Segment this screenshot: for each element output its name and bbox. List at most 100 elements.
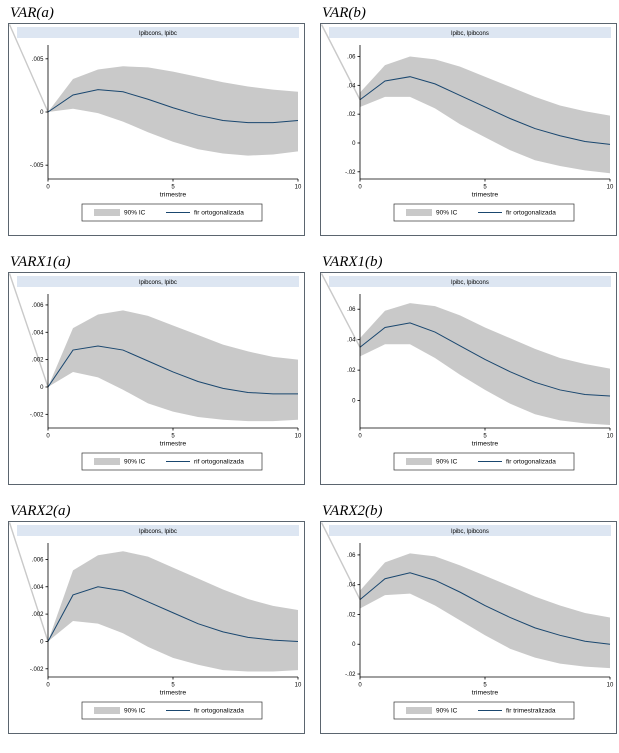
header-label: lpibc, lpibcons — [451, 31, 489, 37]
x-tick-label: 10 — [295, 434, 302, 440]
y-tick-label: .06 — [347, 307, 356, 313]
header-band — [17, 276, 299, 287]
irf-chart-varx2-b: lpibc, lpibcons.06.04.020-.020 5 10trimest… — [320, 521, 617, 734]
x-tick-label: 10 — [607, 185, 614, 191]
y-tick-label: .04 — [347, 338, 356, 344]
y-tick-label: .005 — [32, 57, 44, 63]
x-tick-label: 10 — [295, 185, 302, 191]
y-tick-label: .06 — [347, 55, 356, 61]
irf-line — [47, 586, 299, 642]
y-tick-label: .004 — [32, 585, 44, 591]
chart-panel-var-b: VAR(b) lpibc, lpibcons .06 .04 .02 0 -.02 0 5 10… — [320, 4, 617, 253]
chart-title: VAR(a) — [10, 5, 54, 21]
x-axis-title: trimestre — [160, 690, 187, 697]
x-tick-label: 5 — [483, 434, 487, 440]
legend-band-swatch — [94, 707, 120, 714]
x-axis-title: trimestre — [472, 690, 499, 697]
irf-chart-var-b: lpibc, lpibcons .06 .04 .02 0 -.02 0 5 10 trimest… — [320, 23, 617, 236]
chart-title: VARX1(a) — [10, 254, 71, 270]
legend-line-label: fir ortogonalizada — [194, 210, 244, 217]
y-tick-label: .02 — [347, 612, 356, 618]
chart-panel-var-a: VAR(a) lpibcons, lpibc .005 0 -.005 0 5 10 trim… — [8, 4, 305, 253]
header-label: lpibcons, lpibc — [139, 31, 177, 37]
x-tick-label: 10 — [607, 434, 614, 440]
y-tick-label: -.002 — [30, 667, 44, 673]
legend-band-swatch — [94, 458, 120, 465]
x-tick-label: 5 — [483, 683, 487, 689]
x-axis-title: trimestre — [472, 192, 499, 199]
y-tick-label: .004 — [32, 330, 44, 336]
x-tick-label: 10 — [607, 683, 614, 689]
chart-panel-varx1-a: VARX1(a) lpibcons, lpibc .006 .004 .002 0 -.0… — [8, 253, 305, 502]
confidence-band — [48, 66, 298, 156]
y-tick-label: 0 — [40, 639, 44, 645]
chart-title: VARX2(b) — [322, 503, 383, 519]
header-band — [17, 27, 299, 38]
chart-panel-varx1-b: VARX1(b) lpibc, lpibcons .06 .04 .02 0 0 5 10 tr… — [320, 253, 617, 502]
confidence-band — [360, 303, 610, 425]
legend-line-label: fir ortogonalizada — [506, 459, 556, 466]
artifact-line — [320, 24, 361, 101]
legend-line-label: rif ortogonalizada — [194, 459, 244, 466]
y-tick-label: -.02 — [345, 672, 356, 678]
y-tick-label: .02 — [347, 368, 356, 374]
x-tick-label: 0 — [46, 683, 50, 689]
irf-chart-var-a: lpibcons, lpibc .005 0 -.005 0 5 10 trimestre 90… — [8, 23, 305, 236]
y-tick-label: -.02 — [345, 170, 356, 176]
legend-line-label: fir trimestralizada — [506, 708, 556, 715]
x-tick-label: 0 — [358, 434, 362, 440]
x-axis-title: trimestre — [472, 441, 499, 448]
chart-panel-varx2-a: VARX2(a) lpibcons, lpibc .006 .004 .002 0 -.0… — [8, 502, 305, 751]
legend-band-label: 90% IC — [124, 459, 146, 466]
irf-line — [359, 322, 611, 397]
legend-band-label: 90% IC — [436, 708, 458, 715]
header-label: lpibcons, lpibc — [139, 280, 177, 286]
header-label: lpibc, lpibcons — [451, 529, 489, 535]
header-label: lpibc, lpibcons — [451, 280, 489, 286]
legend-line-label: fir ortogonalizada — [194, 708, 244, 715]
irf-chart-varx2-a: lpibcons, lpibc .006 .004 .002 0 -.002 0 5 10 tri… — [8, 521, 305, 734]
legend-band-swatch — [406, 707, 432, 714]
y-tick-label: .04 — [347, 83, 356, 89]
chart-title: VARX1(b) — [322, 254, 383, 270]
artifact-line — [8, 522, 49, 642]
x-tick-label: 0 — [358, 185, 362, 191]
header-band — [329, 525, 611, 536]
header-band — [329, 27, 611, 38]
confidence-band — [360, 553, 610, 669]
legend-band-swatch — [406, 458, 432, 465]
legend-band-label: 90% IC — [124, 708, 146, 715]
y-tick-label: 0 — [352, 399, 356, 405]
confidence-band — [360, 56, 610, 174]
legend-band-swatch — [94, 209, 120, 216]
header-band — [329, 276, 611, 287]
y-tick-label: 0 — [40, 385, 44, 391]
artifact-line — [320, 273, 361, 348]
x-tick-label: 5 — [171, 434, 175, 440]
x-axis-title: trimestre — [160, 441, 187, 448]
confidence-band — [48, 310, 298, 422]
header-label: lpibcons, lpibc — [139, 529, 177, 535]
legend-band-label: 90% IC — [436, 210, 458, 217]
x-tick-label: 0 — [46, 185, 50, 191]
artifact-line — [320, 522, 361, 600]
x-tick-label: 0 — [358, 683, 362, 689]
y-tick-label: .04 — [347, 583, 356, 589]
x-tick-label: 5 — [171, 185, 175, 191]
legend-band-swatch — [406, 209, 432, 216]
x-tick-label: 5 — [483, 185, 487, 191]
artifact-line — [8, 273, 49, 388]
y-tick-label: .002 — [32, 358, 44, 364]
irf-chart-varx1-a: lpibcons, lpibc .006 .004 .002 0 -.002 0 5 10 tri… — [8, 272, 305, 485]
irf-line — [47, 345, 298, 395]
y-tick-label: 0 — [352, 642, 356, 648]
header-band — [17, 525, 299, 536]
x-axis-title: trimestre — [160, 192, 187, 199]
y-tick-label: .006 — [32, 303, 44, 309]
irf-line — [359, 76, 611, 145]
y-tick-label: -.002 — [30, 412, 44, 418]
legend-band-label: 90% IC — [436, 459, 458, 466]
y-tick-label: .006 — [32, 557, 44, 563]
irf-chart-varx1-b: lpibc, lpibcons .06 .04 .02 0 0 5 10 trimestre 90… — [320, 272, 617, 485]
